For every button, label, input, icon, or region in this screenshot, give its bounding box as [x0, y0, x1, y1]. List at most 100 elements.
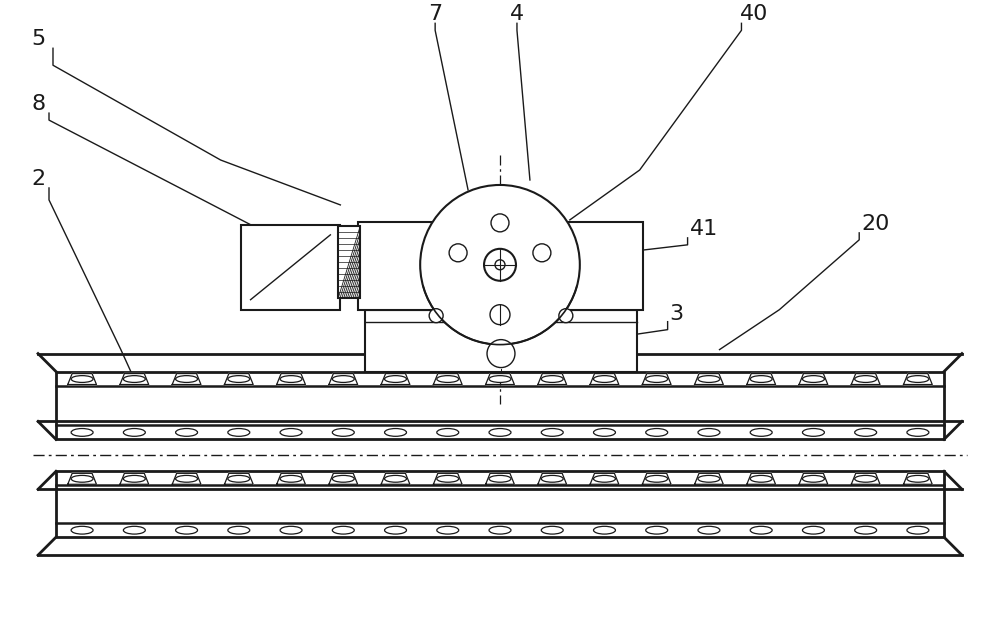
- Ellipse shape: [855, 428, 877, 436]
- Ellipse shape: [280, 376, 302, 383]
- Ellipse shape: [541, 376, 563, 383]
- Polygon shape: [538, 373, 567, 384]
- Ellipse shape: [698, 376, 720, 383]
- Ellipse shape: [646, 376, 668, 383]
- Polygon shape: [381, 373, 410, 384]
- Bar: [241, 225, 340, 310]
- Polygon shape: [486, 474, 514, 484]
- Polygon shape: [172, 373, 201, 384]
- Ellipse shape: [123, 475, 145, 482]
- Ellipse shape: [594, 526, 615, 534]
- Ellipse shape: [437, 428, 459, 436]
- Ellipse shape: [907, 428, 929, 436]
- Ellipse shape: [176, 475, 198, 482]
- Polygon shape: [904, 373, 932, 384]
- Circle shape: [490, 305, 510, 324]
- Polygon shape: [590, 474, 619, 484]
- Ellipse shape: [698, 475, 720, 482]
- Circle shape: [487, 340, 515, 368]
- Polygon shape: [642, 373, 671, 384]
- Ellipse shape: [228, 428, 250, 436]
- Bar: [56, 371, 944, 439]
- Ellipse shape: [750, 376, 772, 383]
- Bar: [358, 222, 643, 310]
- Polygon shape: [68, 474, 96, 484]
- Circle shape: [495, 260, 505, 270]
- Ellipse shape: [332, 428, 354, 436]
- Ellipse shape: [802, 428, 824, 436]
- Ellipse shape: [646, 526, 668, 534]
- Ellipse shape: [855, 526, 877, 534]
- Ellipse shape: [802, 376, 824, 383]
- Circle shape: [484, 249, 516, 281]
- Ellipse shape: [71, 475, 93, 482]
- Text: 20: 20: [861, 214, 890, 234]
- Bar: [365, 310, 637, 371]
- Ellipse shape: [541, 526, 563, 534]
- Ellipse shape: [437, 376, 459, 383]
- Circle shape: [449, 244, 467, 262]
- Circle shape: [491, 214, 509, 232]
- Ellipse shape: [855, 376, 877, 383]
- Ellipse shape: [123, 526, 145, 534]
- Ellipse shape: [750, 428, 772, 436]
- Polygon shape: [433, 373, 462, 384]
- Ellipse shape: [541, 428, 563, 436]
- Polygon shape: [381, 474, 410, 484]
- Polygon shape: [904, 474, 932, 484]
- Ellipse shape: [907, 475, 929, 482]
- Ellipse shape: [176, 526, 198, 534]
- Ellipse shape: [489, 475, 511, 482]
- Ellipse shape: [228, 475, 250, 482]
- Ellipse shape: [750, 475, 772, 482]
- Ellipse shape: [280, 428, 302, 436]
- Ellipse shape: [71, 526, 93, 534]
- Ellipse shape: [646, 428, 668, 436]
- Ellipse shape: [489, 526, 511, 534]
- Ellipse shape: [123, 376, 145, 383]
- Bar: [56, 471, 944, 537]
- Ellipse shape: [489, 376, 511, 383]
- Polygon shape: [433, 474, 462, 484]
- Circle shape: [420, 185, 580, 345]
- Ellipse shape: [437, 526, 459, 534]
- Polygon shape: [329, 474, 358, 484]
- Polygon shape: [68, 373, 96, 384]
- Ellipse shape: [176, 428, 198, 436]
- Ellipse shape: [123, 428, 145, 436]
- Ellipse shape: [594, 475, 615, 482]
- Ellipse shape: [385, 376, 406, 383]
- Polygon shape: [799, 474, 828, 484]
- Ellipse shape: [855, 475, 877, 482]
- Ellipse shape: [280, 526, 302, 534]
- Ellipse shape: [802, 526, 824, 534]
- Ellipse shape: [437, 475, 459, 482]
- Ellipse shape: [907, 526, 929, 534]
- Polygon shape: [329, 373, 358, 384]
- Ellipse shape: [332, 526, 354, 534]
- Polygon shape: [747, 373, 776, 384]
- Text: 41: 41: [690, 219, 718, 239]
- Ellipse shape: [228, 526, 250, 534]
- Polygon shape: [120, 474, 149, 484]
- Text: 7: 7: [428, 4, 442, 24]
- Polygon shape: [695, 474, 723, 484]
- Bar: [338, 226, 360, 298]
- Ellipse shape: [176, 376, 198, 383]
- Polygon shape: [851, 373, 880, 384]
- Polygon shape: [799, 373, 828, 384]
- Text: 4: 4: [510, 4, 524, 24]
- Polygon shape: [538, 474, 567, 484]
- Ellipse shape: [594, 428, 615, 436]
- Polygon shape: [172, 474, 201, 484]
- Polygon shape: [747, 474, 776, 484]
- Ellipse shape: [71, 428, 93, 436]
- Polygon shape: [642, 474, 671, 484]
- Polygon shape: [224, 373, 253, 384]
- Text: 2: 2: [31, 169, 45, 189]
- Ellipse shape: [698, 526, 720, 534]
- Ellipse shape: [385, 475, 406, 482]
- Ellipse shape: [646, 475, 668, 482]
- Ellipse shape: [907, 376, 929, 383]
- Polygon shape: [851, 474, 880, 484]
